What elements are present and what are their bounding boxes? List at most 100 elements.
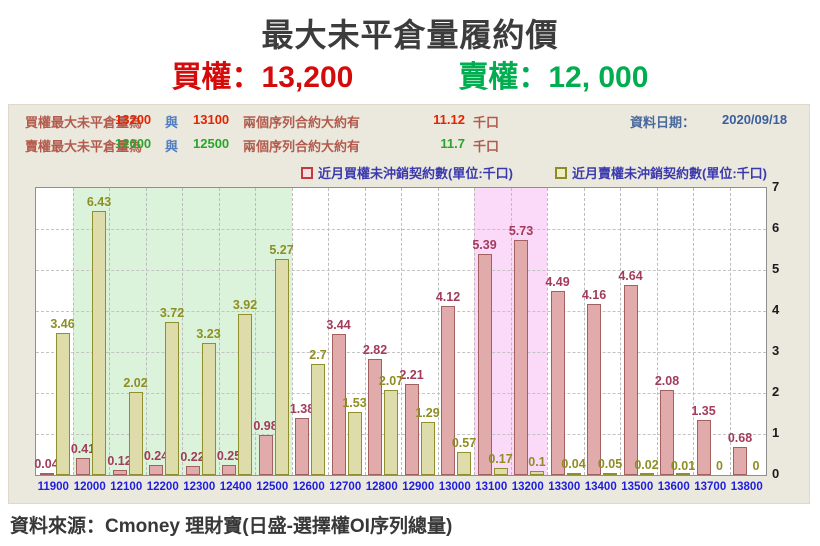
bar-value-label: 3.46 [50, 317, 75, 332]
bar-value-label: 0.68 [727, 431, 753, 446]
chart-legend: 近月買權未沖銷契約數(單位:千口) 近月賣權未沖銷契約數(單位:千口) [0, 163, 820, 182]
y-tick-label: 6 [772, 220, 780, 235]
call-bar [112, 470, 127, 475]
bar-value-label: 1.35 [691, 403, 716, 418]
call-bar [222, 464, 236, 475]
x-tick-label: 13400 [584, 481, 617, 493]
y-tick-label: 0 [772, 466, 780, 481]
call-bar [331, 333, 346, 475]
grid-vline [474, 188, 475, 475]
info-row-call: 買權最大未平倉量為 13200 與 13100 兩個序列合約大約有 11.12 … [0, 112, 820, 130]
bar-value-label: 6.43 [86, 195, 112, 210]
call-bar [441, 306, 455, 475]
x-tick-label: 13800 [730, 481, 763, 493]
grid-vline [218, 188, 220, 475]
put-bar [639, 473, 654, 475]
info-call-unit: 千口 [473, 115, 500, 130]
call-bar [258, 434, 273, 475]
bar-value-label: 3.44 [326, 317, 351, 332]
info-put-strike-2: 12500 [193, 136, 230, 151]
x-tick-label: 12600 [292, 481, 325, 493]
legend-call-label: 近月買權未沖銷契約數(單位:千口) [318, 166, 513, 181]
put-bar [384, 390, 398, 475]
y-tick-label: 4 [772, 302, 780, 317]
bar-value-label: 3.72 [159, 306, 185, 321]
bar-value-label: 5.27 [269, 242, 294, 257]
call-bar [185, 465, 200, 475]
call-bar [587, 304, 601, 475]
grid-vline [510, 188, 512, 475]
bar-value-label: 3.92 [232, 298, 258, 313]
grid-hline [36, 352, 766, 353]
put-bar [201, 342, 216, 475]
bar-value-label: 4.49 [545, 274, 570, 289]
data-date-label: 資料日期： [630, 115, 696, 130]
bar-value-label: 4.64 [618, 268, 643, 283]
x-tick-label: 11900 [37, 481, 69, 493]
call-bar [404, 384, 419, 475]
bar-value-label: 2.7 [309, 348, 327, 363]
call-bar [295, 418, 309, 475]
call-series-swatch-icon [301, 166, 313, 179]
grid-vline [620, 188, 621, 475]
call-bar [76, 458, 90, 475]
put-bar [457, 451, 471, 475]
grid-vline [437, 188, 439, 475]
bar-value-label: 0.98 [253, 418, 278, 433]
x-tick-label: 13100 [475, 481, 508, 493]
x-tick-label: 12200 [146, 481, 179, 493]
grid-vline [656, 188, 658, 475]
strike-summary: 買權：13,200 賣權：12, 000 [0, 52, 820, 96]
x-tick-label: 12900 [402, 481, 435, 493]
grid-vline [401, 188, 402, 475]
grid-hline [36, 434, 766, 435]
call-bar [733, 447, 747, 475]
put-bar [676, 473, 690, 475]
bar-value-label: 0.24 [143, 449, 169, 464]
source-attribution: 資料來源：Cmoney 理財寶(日盛-選擇權OI序列總量) [10, 516, 453, 537]
y-tick-label: 2 [772, 384, 780, 399]
y-tick-label: 1 [772, 425, 780, 440]
bar-value-label: 0.01 [670, 458, 696, 473]
grid-vline [182, 188, 183, 475]
grid-vline [547, 188, 548, 475]
x-tick-label: 13700 [694, 481, 727, 493]
put-bar [238, 314, 252, 475]
bar-value-label: 0.05 [597, 456, 623, 471]
legend-item-call: 近月買權未沖銷契約數(單位:千口) [301, 163, 513, 182]
put-series-swatch-icon [555, 166, 567, 179]
put-bar [566, 473, 581, 475]
call-bar [477, 254, 492, 475]
grid-vline [693, 188, 694, 475]
x-tick-label: 12100 [110, 481, 143, 493]
put-bar [311, 364, 325, 475]
bar-value-label: 2.07 [378, 374, 404, 389]
bar-value-label: 2.21 [399, 368, 424, 383]
call-bar [39, 473, 54, 475]
y-axis: 0 1 2 3 4 5 6 7 [772, 179, 812, 481]
bar-value-label: 2.08 [654, 373, 680, 388]
bar-value-label: 1.53 [342, 396, 367, 411]
grid-vline [364, 188, 366, 475]
info-put-tail: 兩個序列合約大約有 [243, 139, 361, 154]
put-bar [347, 412, 362, 475]
grid-vline [328, 188, 329, 475]
x-tick-label: 12300 [183, 481, 216, 493]
put-bar [55, 333, 70, 475]
info-put-unit: 千口 [473, 139, 500, 154]
info-put-amount: 11.7 [440, 136, 465, 151]
call-bar [696, 419, 711, 475]
put-bar [493, 468, 508, 475]
y-tick-label: 7 [772, 179, 780, 194]
x-tick-label: 13500 [621, 481, 654, 493]
bar-value-label: 2.82 [362, 343, 388, 358]
info-put-strike-1: 12000 [115, 136, 152, 151]
put-bar [420, 422, 435, 475]
grid-vline [583, 188, 585, 475]
call-bar [660, 389, 674, 475]
bar-value-label: 1.29 [415, 406, 440, 421]
put-bar [165, 322, 179, 475]
x-tick-label: 12700 [329, 481, 362, 493]
plot-area: 0.04 0.41 0.12 0.24 0.22 0.25 0.98 1.38 3.44 2.82… [34, 187, 767, 476]
grid-vline [255, 188, 256, 475]
